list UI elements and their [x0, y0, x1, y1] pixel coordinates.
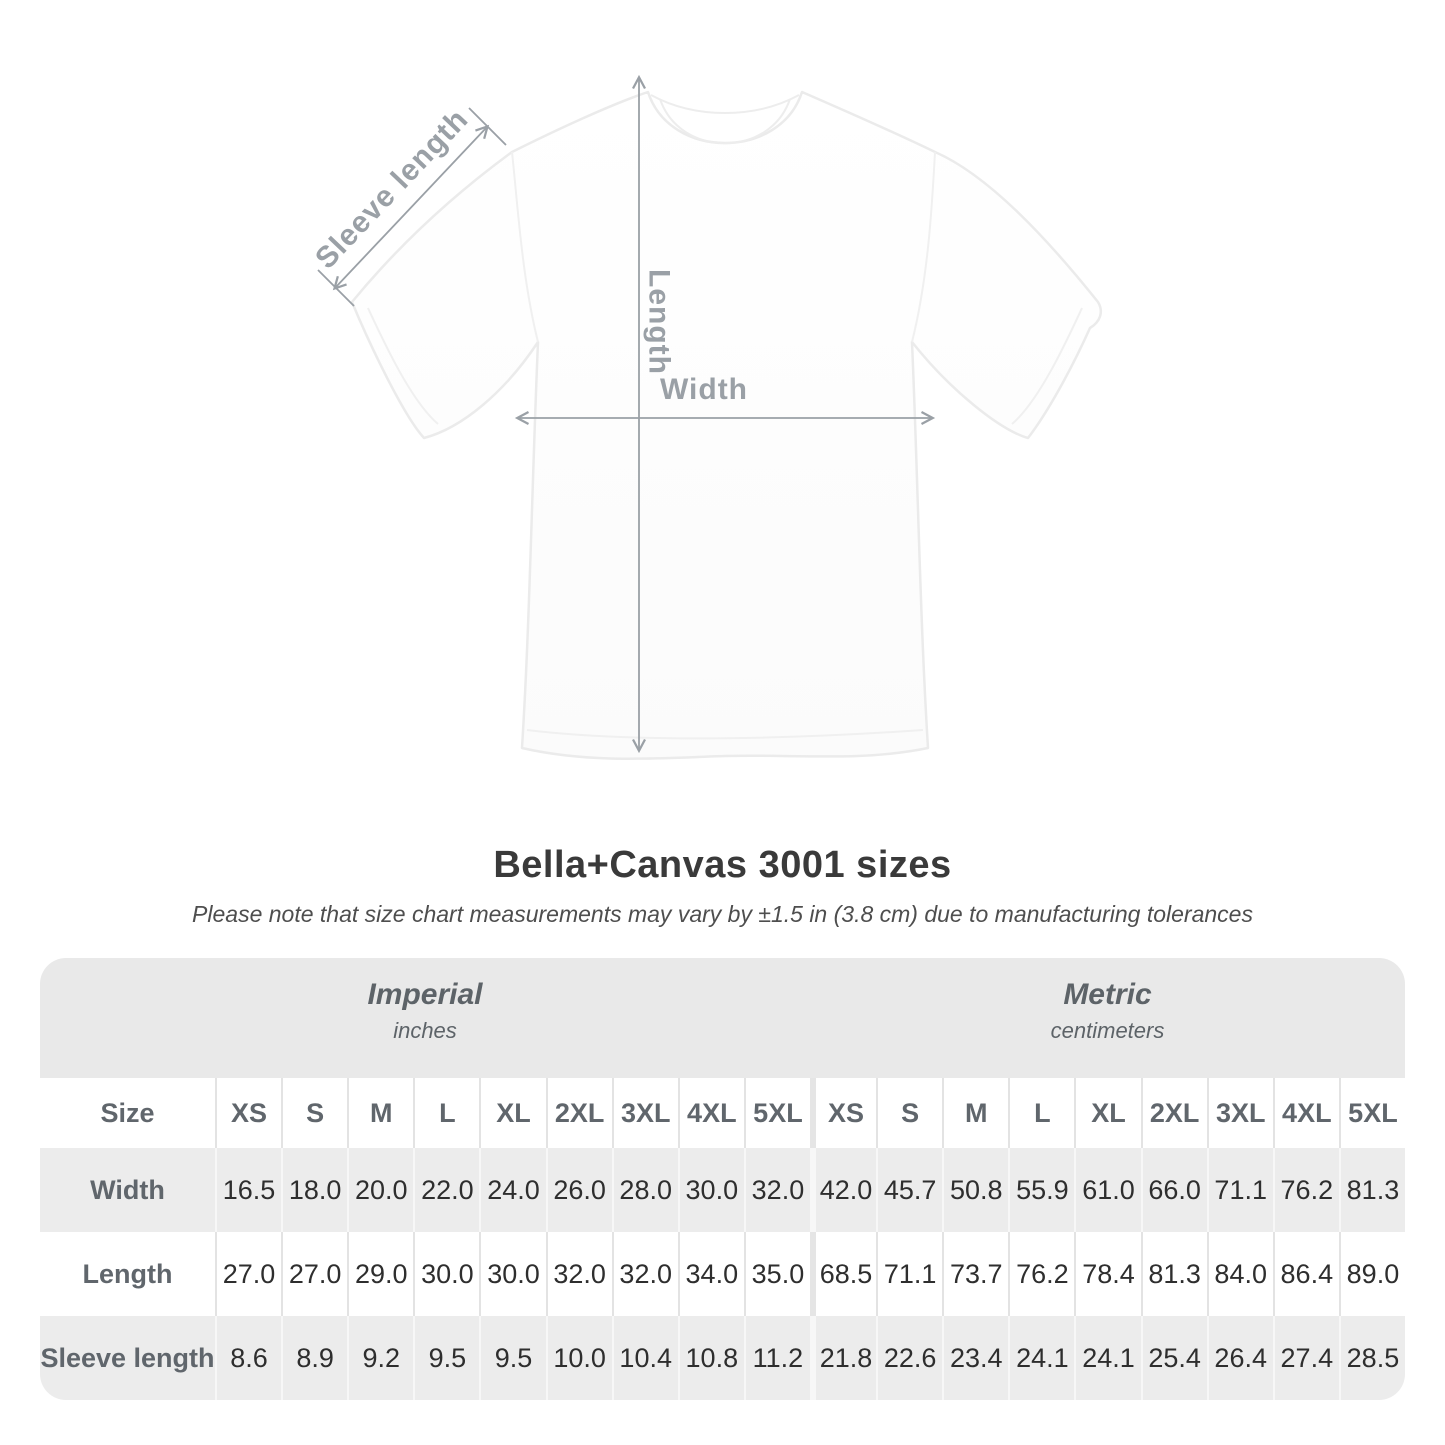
value-cell: 8.9	[281, 1316, 348, 1400]
size-header-cell: 4XL	[1272, 1078, 1339, 1148]
tshirt-seams	[367, 151, 1083, 740]
tolerance-note: Please note that size chart measurements…	[192, 901, 1253, 927]
unit-group-title: Metric	[1063, 978, 1152, 1011]
value-cell: 71.1	[876, 1232, 943, 1316]
value-cell: 32.0	[611, 1232, 678, 1316]
value-cell: 8.6	[215, 1316, 282, 1400]
value-cell: 86.4	[1272, 1232, 1339, 1316]
value-cell: 34.0	[677, 1232, 744, 1316]
value-cell: 11.2	[743, 1316, 810, 1400]
width-label: Width	[660, 373, 748, 406]
size-header-cell: S	[281, 1078, 348, 1148]
size-header-cell: 3XL	[611, 1078, 678, 1148]
collar-seam	[650, 94, 800, 145]
value-cell: 73.7	[942, 1232, 1009, 1316]
value-cell: 81.3	[1338, 1148, 1405, 1232]
value-cell: 76.2	[1008, 1232, 1075, 1316]
value-cell: 27.0	[215, 1232, 282, 1316]
value-cell: 61.0	[1074, 1148, 1141, 1232]
value-cell: 32.0	[743, 1148, 810, 1232]
value-cell: 24.0	[479, 1148, 546, 1232]
value-cell: 35.0	[743, 1232, 810, 1316]
value-cell: 18.0	[281, 1148, 348, 1232]
size-header-cell: S	[876, 1078, 943, 1148]
value-cell: 16.5	[215, 1148, 282, 1232]
length-label: Length	[643, 269, 676, 375]
size-column-header: Size	[40, 1078, 215, 1148]
tshirt-measurement-diagram: Sleeve length Length Width	[309, 74, 1102, 761]
value-cell: 78.4	[1074, 1232, 1141, 1316]
value-cell: 28.0	[611, 1148, 678, 1232]
size-header-cell: M	[347, 1078, 414, 1148]
value-cell: 10.0	[545, 1316, 612, 1400]
value-cell: 29.0	[347, 1232, 414, 1316]
value-cell: 27.4	[1272, 1316, 1339, 1400]
value-cell: 26.0	[545, 1148, 612, 1232]
value-cell: 26.4	[1206, 1316, 1273, 1400]
size-header-cell: XL	[479, 1078, 546, 1148]
value-cell: 10.4	[611, 1316, 678, 1400]
value-cell: 24.1	[1074, 1316, 1141, 1400]
unit-group-header-metric: Metric centimeters	[810, 958, 1405, 1078]
value-cell: 9.5	[479, 1316, 546, 1400]
size-header-cell: L	[413, 1078, 480, 1148]
value-cell: 68.5	[810, 1232, 877, 1316]
tshirt-diagram-svg: Sleeve length Length Width	[309, 74, 1102, 761]
value-cell: 21.8	[810, 1316, 877, 1400]
value-cell: 89.0	[1338, 1232, 1405, 1316]
tshirt-illustration	[350, 90, 1102, 761]
size-header-cell: 4XL	[677, 1078, 744, 1148]
row-label-width: Width	[40, 1148, 215, 1232]
value-cell: 30.0	[413, 1232, 480, 1316]
value-cell: 66.0	[1140, 1148, 1207, 1232]
row-label-sleeve-length: Sleeve length	[40, 1316, 215, 1400]
size-header-cell: 2XL	[545, 1078, 612, 1148]
value-cell: 25.4	[1140, 1316, 1207, 1400]
unit-group-header-imperial: Imperial inches	[40, 958, 810, 1078]
sleeve-length-dimension	[317, 107, 507, 307]
value-cell: 45.7	[876, 1148, 943, 1232]
value-cell: 76.2	[1272, 1148, 1339, 1232]
size-header-cell: 2XL	[1140, 1078, 1207, 1148]
value-cell: 28.5	[1338, 1316, 1405, 1400]
value-cell: 23.4	[942, 1316, 1009, 1400]
value-cell: 84.0	[1206, 1232, 1273, 1316]
value-cell: 9.2	[347, 1316, 414, 1400]
size-header-cell: XL	[1074, 1078, 1141, 1148]
value-cell: 22.0	[413, 1148, 480, 1232]
size-header-cell: M	[942, 1078, 1009, 1148]
value-cell: 27.0	[281, 1232, 348, 1316]
size-header-cell: L	[1008, 1078, 1075, 1148]
size-header-cell: XS	[215, 1078, 282, 1148]
value-cell: 71.1	[1206, 1148, 1273, 1232]
row-label-length: Length	[40, 1232, 215, 1316]
size-header-cell: 5XL	[743, 1078, 810, 1148]
size-chart-title: Bella+Canvas 3001 sizes	[493, 844, 952, 886]
value-cell: 10.8	[677, 1316, 744, 1400]
value-cell: 32.0	[545, 1232, 612, 1316]
size-header-cell: XS	[810, 1078, 877, 1148]
size-header-cell: 3XL	[1206, 1078, 1273, 1148]
value-cell: 20.0	[347, 1148, 414, 1232]
unit-group-sublabel: centimeters	[1050, 1018, 1165, 1043]
value-cell: 55.9	[1008, 1148, 1075, 1232]
tshirt-outline	[350, 90, 1102, 761]
value-cell: 22.6	[876, 1316, 943, 1400]
size-header-cell: 5XL	[1338, 1078, 1405, 1148]
unit-group-title: Imperial	[367, 978, 483, 1011]
size-table: Imperial inches Metric centimeters Size XS S M L…	[40, 958, 1405, 1400]
value-cell: 81.3	[1140, 1232, 1207, 1316]
value-cell: 30.0	[677, 1148, 744, 1232]
value-cell: 50.8	[942, 1148, 1009, 1232]
value-cell: 30.0	[479, 1232, 546, 1316]
unit-group-sublabel: inches	[393, 1018, 457, 1043]
value-cell: 42.0	[810, 1148, 877, 1232]
value-cell: 24.1	[1008, 1316, 1075, 1400]
value-cell: 9.5	[413, 1316, 480, 1400]
